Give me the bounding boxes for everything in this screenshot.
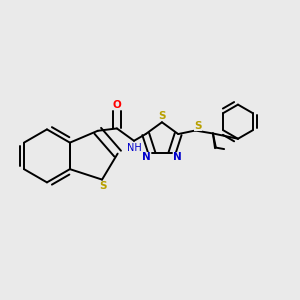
Text: S: S [99, 181, 107, 191]
Text: S: S [158, 111, 166, 121]
Text: N: N [142, 152, 151, 162]
Text: N: N [173, 152, 182, 162]
Text: NH: NH [127, 143, 142, 153]
Text: O: O [112, 100, 121, 110]
Text: S: S [194, 122, 202, 131]
